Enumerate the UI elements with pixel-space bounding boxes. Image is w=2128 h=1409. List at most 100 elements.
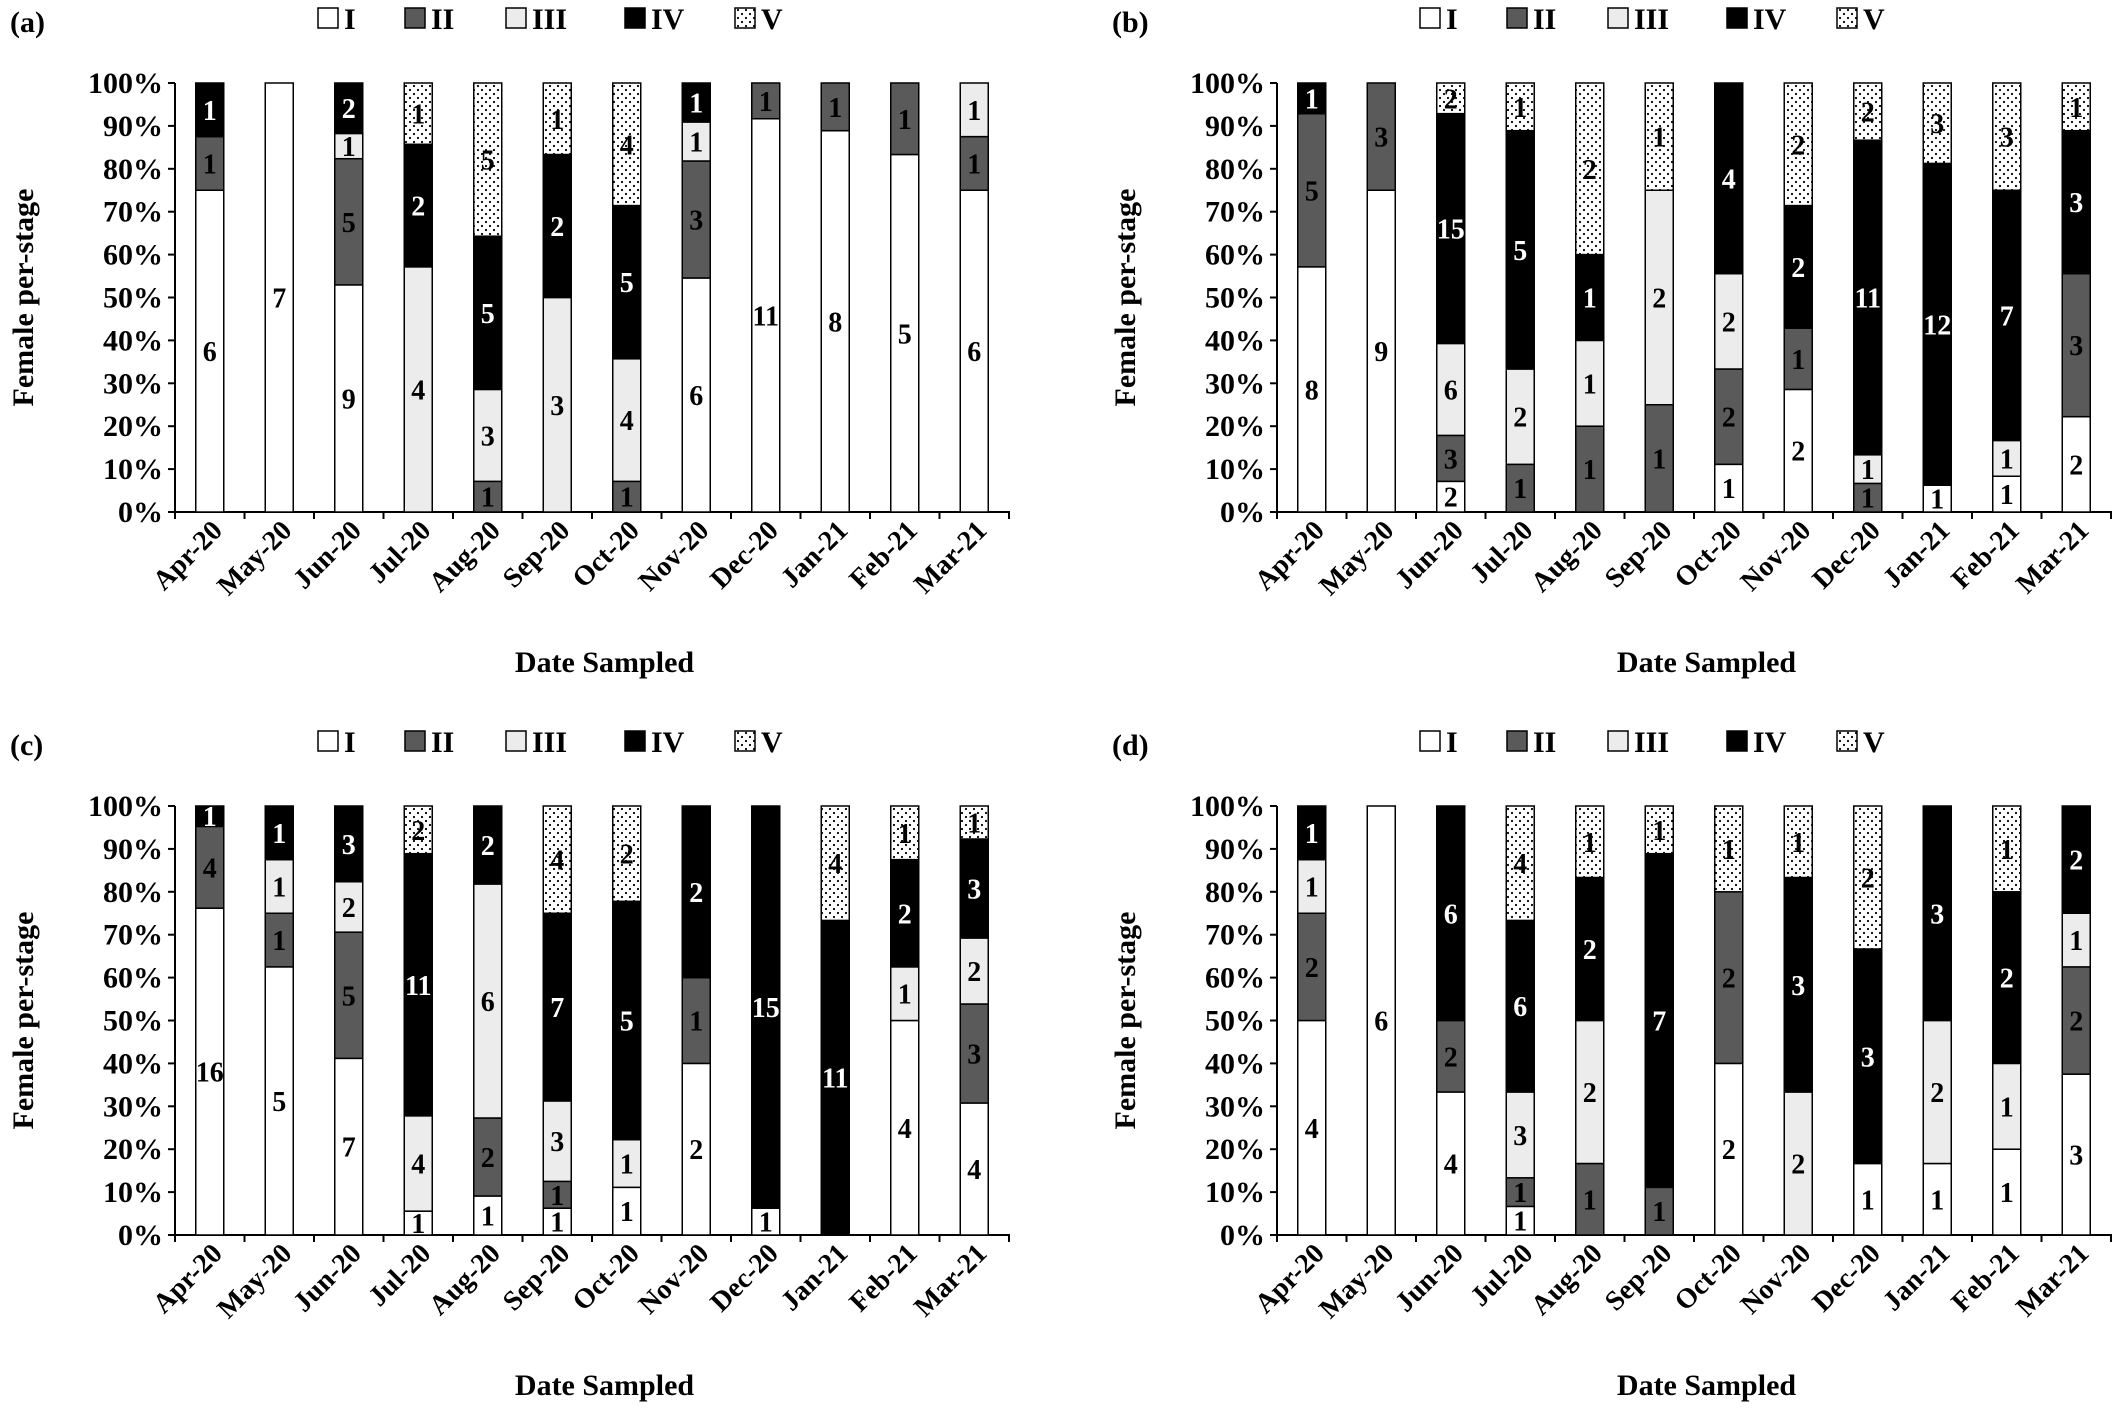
panel-label: (c) xyxy=(10,729,43,762)
bar-segment-IV-Mar-21 xyxy=(2061,129,2091,275)
bar-segment-V-Jun-20 xyxy=(1436,82,1466,115)
y-tick-label: 30% xyxy=(1205,367,1265,400)
bar-segment-I-May-20 xyxy=(1366,189,1396,513)
legend-label-IV: IV xyxy=(651,3,685,36)
x-tick-label: Oct-20 xyxy=(567,515,646,594)
data-label-III: 2 xyxy=(342,893,356,924)
legend-label-V: V xyxy=(761,726,783,759)
bar-segment-III-Dec-20 xyxy=(1853,454,1883,485)
data-label-II: 2 xyxy=(1444,1042,1458,1073)
y-tick-label: 60% xyxy=(103,962,163,995)
y-tick-label: 10% xyxy=(1205,453,1265,486)
data-label-V: 4 xyxy=(828,849,842,880)
data-label-V: 1 xyxy=(967,809,981,840)
data-label-IV: 2 xyxy=(411,192,425,223)
bar-segment-V-Jul-20 xyxy=(1505,805,1535,922)
legend-swatch-IV xyxy=(624,7,646,29)
bar-segment-IV-Jun-20 xyxy=(1436,805,1466,1022)
y-tick-label: 40% xyxy=(103,1047,163,1080)
data-label-III: 1 xyxy=(689,128,703,159)
legend-label-III: III xyxy=(1634,726,1669,759)
data-label-III: 3 xyxy=(550,391,564,422)
x-tick-label: Jan-21 xyxy=(1877,515,1956,594)
bar-segment-I-Dec-20 xyxy=(1853,1162,1883,1236)
y-tick-label: 90% xyxy=(1205,833,1265,866)
y-tick-label: 0% xyxy=(1220,1219,1265,1252)
bar-segment-II-Aug-20 xyxy=(473,1117,503,1197)
data-label-V: 1 xyxy=(2000,835,2014,866)
data-label-II: 2 xyxy=(481,1143,495,1174)
data-label-IV: 3 xyxy=(967,875,981,906)
bar-segment-I-Jun-20 xyxy=(334,1057,364,1236)
data-label-III: 1 xyxy=(1583,369,1597,400)
x-tick-label: Oct-20 xyxy=(1669,515,1748,594)
bar-segment-IV-Apr-20 xyxy=(1297,805,1327,861)
bar-segment-II-Feb-21 xyxy=(890,82,920,156)
panel-label: (b) xyxy=(1112,6,1149,39)
bar-segment-III-Jun-20 xyxy=(334,880,364,933)
x-tick-label: Nov-20 xyxy=(633,1238,715,1320)
y-tick-label: 30% xyxy=(1205,1090,1265,1123)
bar-segment-II-Oct-20 xyxy=(612,480,642,513)
data-label-IV: 6 xyxy=(1513,992,1527,1023)
chart-panel-3: (c) I II III IV V0%10%20%30%40%50%60%70%80%90… xyxy=(7,726,1010,1402)
bar-segment-III-Mar-21 xyxy=(2061,912,2091,968)
data-label-IV: 2 xyxy=(1583,935,1597,966)
data-label-V: 5 xyxy=(481,146,495,177)
legend-label-IV: IV xyxy=(1753,726,1787,759)
bar-segment-III-Oct-20 xyxy=(612,358,642,483)
data-label-IV: 3 xyxy=(1930,899,1944,930)
data-label-IV: 5 xyxy=(620,1007,634,1038)
data-label-III: 1 xyxy=(1305,872,1319,903)
data-label-I: 1 xyxy=(2000,480,2014,511)
bar-segment-V-Feb-21 xyxy=(890,805,920,861)
bar-segment-V-Sep-20 xyxy=(1644,805,1674,855)
data-label-III: 2 xyxy=(1722,307,1736,338)
bar-segment-I-Jan-21 xyxy=(1922,1162,1952,1236)
data-label-V: 1 xyxy=(1652,123,1666,154)
bar-segment-I-Mar-21 xyxy=(2061,1073,2091,1236)
y-tick-label: 0% xyxy=(1220,496,1265,529)
y-axis-title: Female per-stage xyxy=(7,189,40,407)
bar-segment-II-Jul-20 xyxy=(1505,1177,1535,1208)
data-label-V: 2 xyxy=(411,816,425,847)
data-label-III: 2 xyxy=(1513,403,1527,434)
bar-segment-III-Aug-20 xyxy=(473,883,503,1119)
chart-panel-1: (a) I II III IV V0%10%20%30%40%50%60%70%80%90… xyxy=(7,3,1010,679)
bar-segment-I-Feb-21 xyxy=(1992,475,2022,513)
bar-segment-V-Sep-20 xyxy=(542,82,572,156)
data-label-II: 5 xyxy=(1305,176,1319,207)
legend-label-II: II xyxy=(431,3,454,36)
data-label-V: 1 xyxy=(898,819,912,850)
data-label-I: 3 xyxy=(2069,1141,2083,1172)
x-tick-label: Aug-20 xyxy=(423,515,507,599)
x-tick-label: Dec-20 xyxy=(705,515,785,595)
legend-swatch-V xyxy=(734,730,756,752)
data-label-I: 8 xyxy=(828,307,842,338)
y-axis-title: Female per-stage xyxy=(1109,912,1142,1130)
bar-segment-II-Apr-20 xyxy=(195,135,225,191)
bar-segment-III-Sep-20 xyxy=(542,296,572,513)
data-label-III: 1 xyxy=(2000,1092,2014,1123)
data-label-III: 3 xyxy=(481,421,495,452)
x-axis-title: Date Sampled xyxy=(515,1369,694,1402)
data-label-V: 2 xyxy=(620,840,634,871)
y-tick-label: 80% xyxy=(1205,153,1265,186)
x-tick-label: Nov-20 xyxy=(1735,1238,1817,1320)
data-label-V: 4 xyxy=(550,846,564,877)
data-label-IV: 15 xyxy=(1437,215,1465,246)
bar-segment-IV-Jun-20 xyxy=(334,805,364,883)
data-label-I: 16 xyxy=(196,1058,224,1089)
bar-segment-IV-Feb-21 xyxy=(1992,891,2022,1065)
data-label-V: 2 xyxy=(1444,84,1458,115)
data-label-V: 1 xyxy=(1722,835,1736,866)
x-tick-label: Sep-20 xyxy=(497,515,576,594)
data-label-IV: 2 xyxy=(1791,253,1805,284)
legend-swatch-V xyxy=(1836,7,1858,29)
y-tick-label: 50% xyxy=(103,1005,163,1038)
y-tick-label: 10% xyxy=(103,453,163,486)
y-tick-label: 30% xyxy=(103,1090,163,1123)
data-label-III: 3 xyxy=(550,1127,564,1158)
x-tick-label: Oct-20 xyxy=(567,1238,646,1317)
y-tick-label: 60% xyxy=(103,239,163,272)
